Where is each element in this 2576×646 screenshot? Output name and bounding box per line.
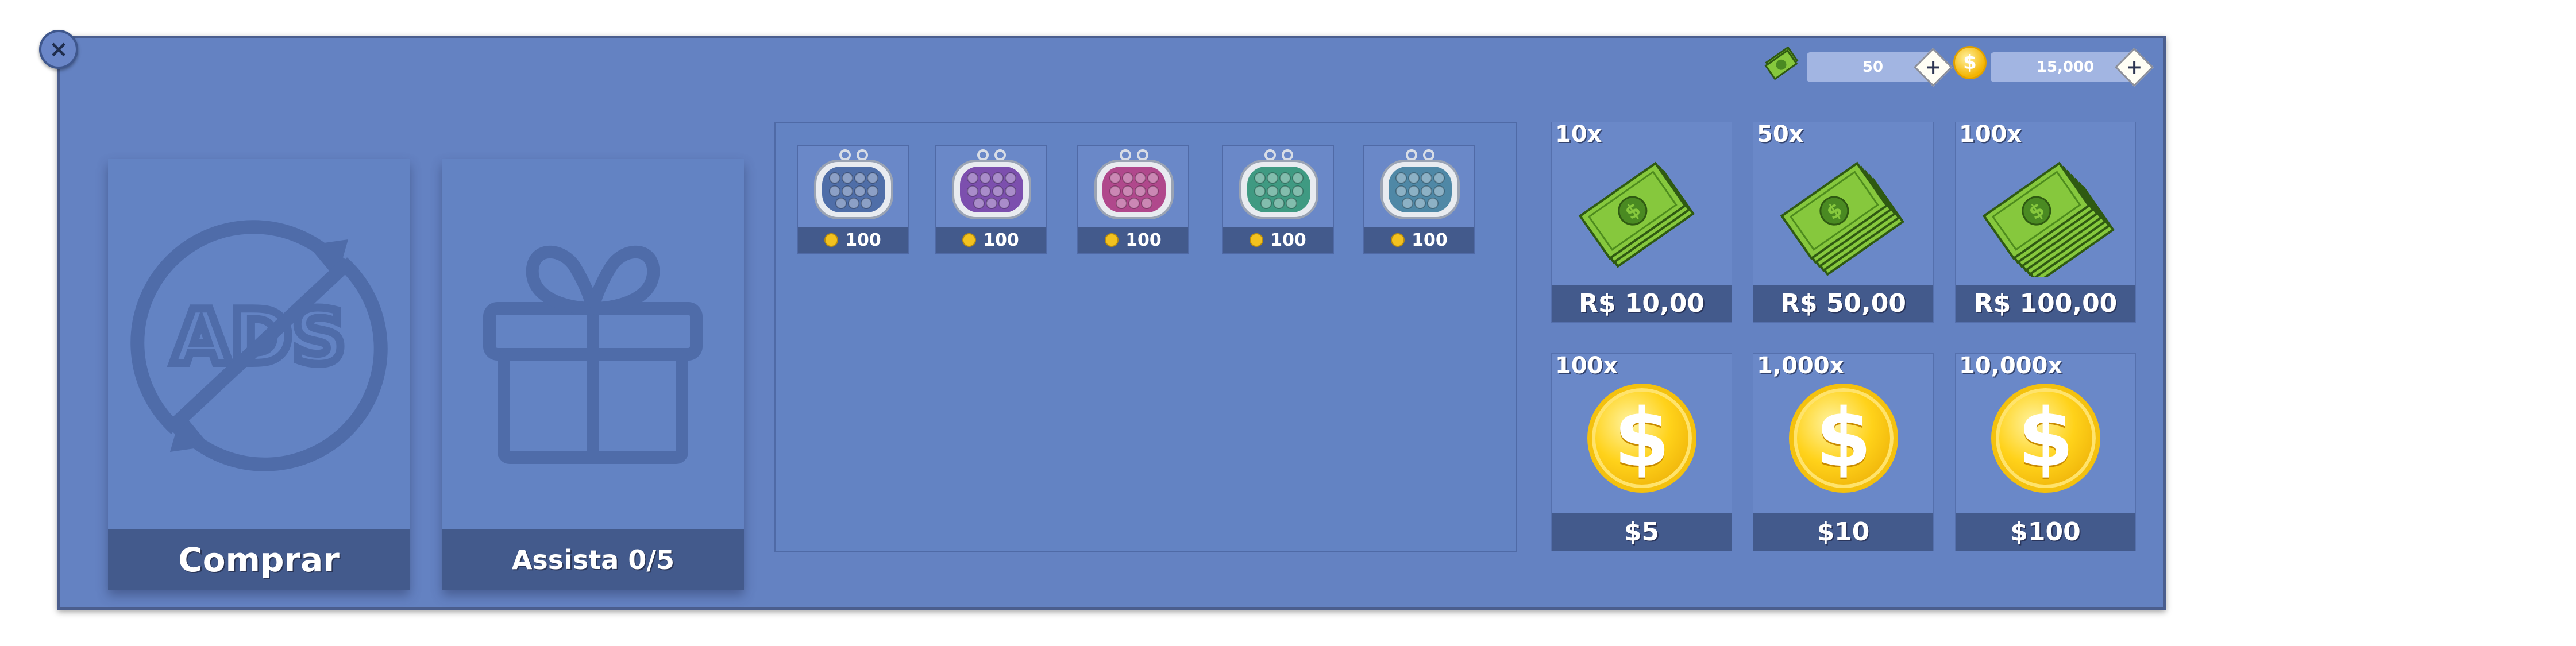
coin-icon bbox=[824, 233, 839, 247]
popit-toy-icon bbox=[1380, 149, 1460, 219]
skin-price-value: 100 bbox=[1125, 230, 1162, 250]
pack-price: $5 bbox=[1552, 513, 1732, 551]
pack-price: $10 bbox=[1753, 513, 1933, 551]
cash-pack[interactable]: 10x $$$ R$ 10,00 bbox=[1551, 121, 1732, 323]
popit-toy-icon bbox=[1094, 149, 1174, 219]
skin-item[interactable]: 100 bbox=[1077, 145, 1189, 254]
coin-value: 15,000 bbox=[2036, 59, 2095, 76]
cash-value: 50 bbox=[1862, 59, 1884, 76]
close-icon: × bbox=[49, 36, 68, 63]
pack-quantity: 10x bbox=[1555, 121, 1602, 148]
cash-stack-icon: $$$ bbox=[1578, 161, 1695, 268]
shop-panel: 50 + $ 15,000 + ADS Comprar bbox=[57, 36, 2166, 610]
cash-counter: 50 + bbox=[1807, 48, 1953, 87]
coin-icon bbox=[1105, 233, 1119, 247]
add-cash-button[interactable]: + bbox=[1914, 48, 1953, 87]
pack-price: $100 bbox=[1956, 513, 2135, 551]
gold-coin-icon: $ bbox=[1587, 384, 1696, 493]
skin-price: 100 bbox=[798, 227, 908, 253]
pack-price: R$ 10,00 bbox=[1552, 285, 1732, 322]
skin-price-value: 100 bbox=[845, 230, 881, 250]
pack-price: R$ 50,00 bbox=[1753, 285, 1933, 322]
cash-pack[interactable]: 50x $$$$$ R$ 50,00 bbox=[1753, 121, 1934, 323]
coin-pack[interactable]: 1,000x $ $10 bbox=[1753, 353, 1934, 551]
cash-stack-icon: $$$$$ bbox=[1780, 161, 1904, 276]
coin-counter: 15,000 + bbox=[1991, 48, 2154, 87]
gold-coin-icon: $ bbox=[1789, 384, 1898, 493]
pack-quantity: 1,000x bbox=[1757, 353, 1845, 379]
pack-quantity: 10,000x bbox=[1959, 353, 2063, 379]
pack-quantity: 100x bbox=[1959, 121, 2022, 148]
skin-item[interactable]: 100 bbox=[1222, 145, 1334, 254]
popit-toy-icon bbox=[814, 149, 893, 219]
coin-currency-icon: $ bbox=[1953, 46, 1987, 79]
pack-quantity: 100x bbox=[1555, 353, 1618, 379]
pack-quantity: 50x bbox=[1757, 121, 1804, 148]
skin-price: 100 bbox=[1078, 227, 1188, 253]
watch-ads-gift-card[interactable]: Assista 0/5 bbox=[442, 159, 744, 590]
coin-icon bbox=[962, 233, 977, 247]
skin-price: 100 bbox=[1364, 227, 1474, 253]
skin-price-value: 100 bbox=[1412, 230, 1448, 250]
gift-icon bbox=[483, 245, 703, 464]
popit-toy-icon bbox=[952, 149, 1031, 219]
watch-label: Assista 0/5 bbox=[442, 529, 744, 590]
cash-pack[interactable]: 100x $$$$$$$ R$ 100,00 bbox=[1955, 121, 2136, 323]
coin-icon bbox=[1391, 233, 1405, 247]
cash-stack-icon: $$$$$$$ bbox=[1982, 161, 2115, 277]
coin-icon bbox=[1250, 233, 1264, 247]
skin-item[interactable]: 100 bbox=[935, 145, 1047, 254]
buy-label: Comprar bbox=[108, 529, 410, 590]
cash-currency-icon bbox=[1762, 42, 1802, 82]
skin-item[interactable]: 100 bbox=[1363, 145, 1475, 254]
no-ads-icon: ADS bbox=[130, 220, 388, 471]
coin-pack[interactable]: 10,000x $ $100 bbox=[1955, 353, 2136, 551]
skin-item[interactable]: 100 bbox=[797, 145, 909, 254]
skin-price-value: 100 bbox=[983, 230, 1019, 250]
skin-price: 100 bbox=[936, 227, 1046, 253]
close-button[interactable]: × bbox=[39, 30, 78, 69]
pack-price: R$ 100,00 bbox=[1956, 285, 2135, 322]
remove-ads-card[interactable]: ADS Comprar bbox=[108, 159, 410, 590]
gold-coin-icon: $ bbox=[1991, 384, 2100, 493]
skin-price-value: 100 bbox=[1270, 230, 1306, 250]
popit-toy-icon bbox=[1239, 149, 1318, 219]
coin-pack[interactable]: 100x $ $5 bbox=[1551, 353, 1732, 551]
add-coins-button[interactable]: + bbox=[2115, 48, 2154, 87]
skin-price: 100 bbox=[1223, 227, 1333, 253]
